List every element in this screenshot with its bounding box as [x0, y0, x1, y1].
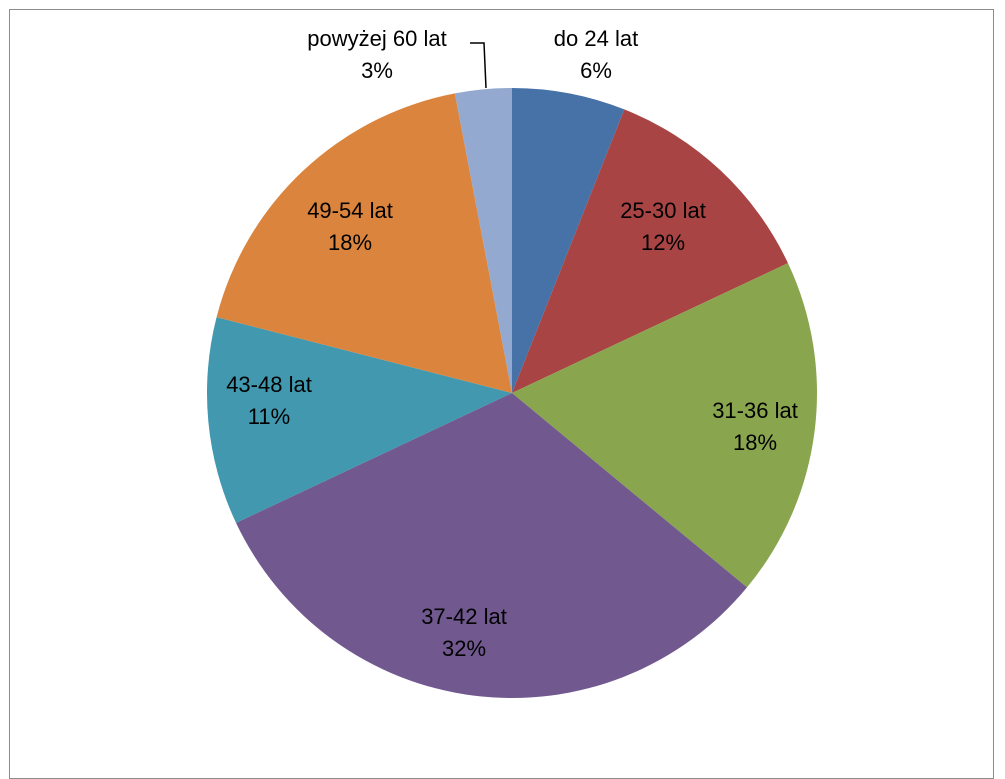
- pie-slice-49-54-lat: [216, 93, 512, 393]
- slice-category-label: powyżej 60 lat: [307, 26, 446, 51]
- slice-category-label: 49-54 lat: [307, 198, 393, 223]
- slice-category-label: 31-36 lat: [712, 398, 798, 423]
- pie-slice-31-36-lat: [512, 263, 817, 588]
- slice-value-label: 12%: [641, 230, 685, 255]
- pie-slice-43-48-lat: [207, 317, 513, 523]
- slice-value-label: 18%: [733, 430, 777, 455]
- slice-value-label: 11%: [248, 404, 290, 429]
- slice-category-label: 37-42 lat: [421, 604, 507, 629]
- chart-area: do 24 lat 6% 25-30 lat 12% 31-36 lat 18% 37-42…: [9, 9, 994, 779]
- slice-value-label: 18%: [328, 230, 372, 255]
- pie-slice-do-24-lat: [512, 88, 625, 393]
- pie-slice-37-42-lat: [236, 393, 748, 699]
- slice-label-25-30-lat: 25-30 lat 12%: [620, 198, 706, 255]
- slice-category-label: do 24 lat: [554, 26, 638, 51]
- slice-label-37-42-lat: 37-42 lat 32%: [421, 604, 507, 661]
- pie-chart: do 24 lat 6% 25-30 lat 12% 31-36 lat 18% 37-42…: [207, 26, 817, 699]
- pie-slice-powy-ej-60-lat: [454, 88, 512, 393]
- slice-label-do-24-lat: do 24 lat 6%: [554, 26, 638, 83]
- slice-label-43-48-lat: 43-48 lat 11%: [226, 372, 312, 429]
- slice-value-label: 3%: [361, 58, 393, 83]
- slice-label-powy-ej-60-lat: powyżej 60 lat 3%: [307, 26, 446, 83]
- slice-label-49-54-lat: 49-54 lat 18%: [307, 198, 393, 255]
- slice-value-label: 32%: [442, 636, 486, 661]
- slice-value-label: 6%: [580, 58, 612, 83]
- pie-slice-25-30-lat: [512, 109, 788, 393]
- leader-line-powy-ej-60-lat: [470, 42, 487, 89]
- slice-category-label: 43-48 lat: [226, 372, 312, 397]
- slice-label-31-36-lat: 31-36 lat 18%: [712, 398, 798, 455]
- slice-category-label: 25-30 lat: [620, 198, 706, 223]
